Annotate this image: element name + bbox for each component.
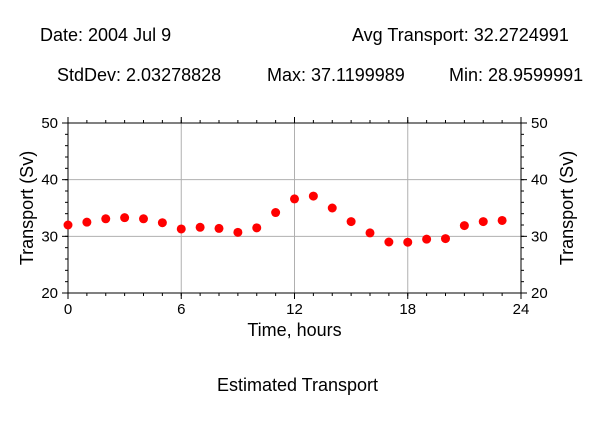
data-point: [422, 234, 432, 244]
data-point: [497, 215, 507, 225]
data-point: [139, 214, 148, 224]
data-point: [441, 234, 450, 244]
data-point: [252, 223, 262, 233]
y-tick-label: 40: [41, 172, 58, 189]
data-point: [176, 224, 186, 234]
data-point: [233, 227, 243, 237]
x-tick-label: 12: [286, 301, 303, 318]
y-tick-label: 20: [41, 285, 58, 302]
y-tick-label: 30: [41, 228, 58, 245]
data-point: [157, 218, 167, 228]
data-point: [327, 203, 337, 213]
data-point: [459, 221, 469, 231]
data-point: [384, 237, 394, 247]
data-point: [290, 194, 299, 204]
max-label: Max: 37.1199989: [267, 65, 405, 85]
data-point: [478, 217, 488, 227]
y-axis-title: Transport (Sv): [17, 151, 37, 265]
stddev-label: StdDev: 2.03278828: [57, 65, 222, 85]
date-label: Date: 2004 Jul 9: [40, 25, 172, 45]
y-tick-label: 50: [41, 115, 58, 132]
y-tick-label-right: 20: [531, 285, 548, 302]
data-point: [403, 237, 413, 247]
chart-caption: Estimated Transport: [216, 375, 379, 395]
data-point: [365, 228, 375, 238]
data-point: [195, 222, 205, 232]
data-point: [271, 208, 281, 218]
data-point: [308, 191, 318, 201]
y-tick-label-right: 40: [531, 172, 548, 189]
y-axis-title-right: Transport (Sv): [557, 151, 577, 265]
x-axis-title: Time, hours: [247, 320, 341, 340]
x-tick-label: 18: [399, 301, 416, 318]
y-tick-label-right: 30: [531, 228, 548, 245]
x-tick-label: 24: [513, 301, 530, 318]
y-tick-label-right: 50: [531, 115, 548, 132]
data-point: [101, 214, 111, 224]
avg-transport-label: Avg Transport: 32.2724991: [352, 25, 569, 45]
data-point: [120, 213, 130, 223]
min-label: Min: 28.9599991: [449, 65, 584, 85]
data-point: [63, 220, 73, 230]
x-tick-label: 0: [64, 301, 72, 318]
data-point: [346, 217, 356, 227]
data-point: [82, 217, 92, 227]
x-tick-label: 6: [177, 301, 185, 318]
data-point: [214, 223, 224, 233]
